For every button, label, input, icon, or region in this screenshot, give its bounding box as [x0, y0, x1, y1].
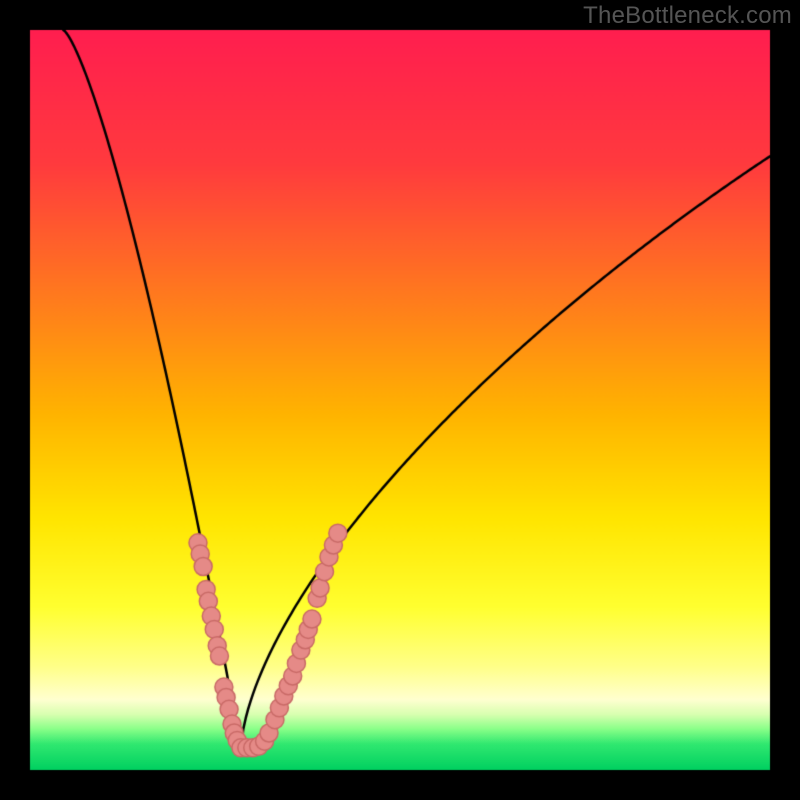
chart-stage: TheBottleneck.com: [0, 0, 800, 800]
chart-canvas: [0, 0, 800, 800]
watermark-text: TheBottleneck.com: [583, 2, 792, 30]
